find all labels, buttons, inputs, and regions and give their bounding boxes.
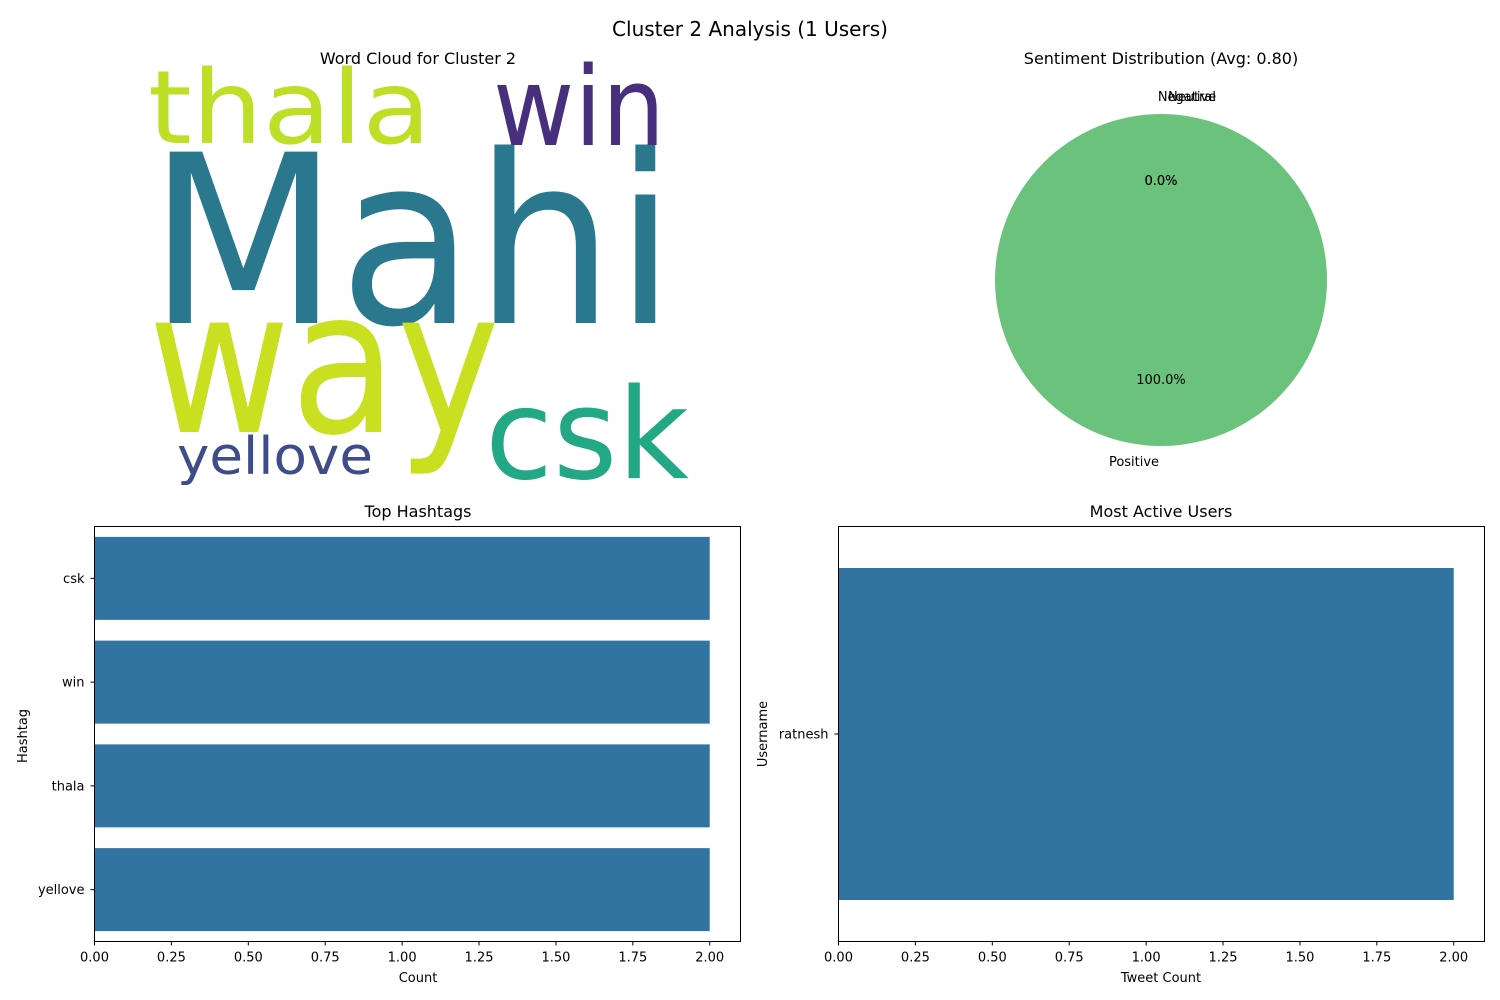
hashtag-ytick-label: csk: [63, 572, 85, 587]
hashtag-bar: [94, 536, 710, 620]
users-title: Most Active Users: [1090, 502, 1233, 521]
hashtags-xlabel: Count: [399, 971, 438, 986]
hashtag-ytick-label: thala: [52, 779, 85, 794]
pie-label-negative: Negative: [1158, 90, 1216, 105]
user-xtick-label: 1.75: [1362, 951, 1391, 966]
hashtag-xtick-label: 1.75: [618, 951, 647, 966]
hashtag-xtick-label: 1.25: [465, 951, 494, 966]
user-xtick-label: 1.00: [1132, 951, 1161, 966]
users-xlabel: Tweet Count: [1120, 971, 1201, 986]
user-ytick-label: ratnesh: [779, 728, 829, 743]
user-xtick-label: 2.00: [1439, 951, 1468, 966]
word-thala: thala: [148, 49, 431, 168]
hashtag-bar: [94, 848, 710, 932]
figure-title: Cluster 2 Analysis (1 Users): [612, 17, 888, 41]
hashtag-xtick-label: 0.75: [311, 951, 340, 966]
users-ylabel: Username: [756, 701, 771, 767]
wordcloud-title: Word Cloud for Cluster 2: [320, 49, 516, 68]
wordcloud-panel: Word Cloud for Cluster 2 Mahi way thala …: [148, 43, 689, 508]
pie-slice-positive: [995, 114, 1327, 446]
word-way: way: [148, 247, 500, 480]
hashtag-bar: [94, 640, 710, 724]
user-xtick-label: 1.50: [1285, 951, 1314, 966]
hashtags-title: Top Hashtags: [364, 502, 472, 521]
hashtag-ytick-label: yellove: [38, 883, 85, 898]
pie-label-neutral: Neutral: [1168, 90, 1216, 105]
users-panel: Most Active Users Tweet Count Username r…: [756, 502, 1485, 986]
hashtag-ytick-label: win: [62, 676, 84, 691]
word-yellove: yellove: [177, 427, 373, 487]
hashtag-xtick-label: 1.00: [388, 951, 417, 966]
user-xtick-label: 1.25: [1209, 951, 1238, 966]
hashtags-ylabel: Hashtag: [16, 709, 31, 763]
word-win: win: [493, 43, 665, 171]
pie-label-positive: Positive: [1109, 455, 1159, 470]
hashtag-xtick-label: 0.00: [80, 951, 109, 966]
hashtag-xtick-label: 2.00: [695, 951, 724, 966]
sentiment-title: Sentiment Distribution (Avg: 0.80): [1024, 49, 1298, 68]
user-xtick-label: 0.75: [1055, 951, 1084, 966]
hashtags-panel: Top Hashtags Count Hashtag csk win thala ye…: [16, 502, 741, 986]
hashtags-axes-frame: [94, 526, 741, 942]
word-csk: csk: [485, 361, 689, 508]
user-xtick-label: 0.00: [824, 951, 853, 966]
pie-pct-positive: 100.0%: [1136, 373, 1186, 388]
user-bar: [838, 568, 1454, 900]
user-xtick-label: 0.50: [978, 951, 1007, 966]
pie-pct-negative: 0.0%: [1144, 174, 1177, 189]
sentiment-panel: Sentiment Distribution (Avg: 0.80) Posit…: [995, 49, 1327, 470]
hashtag-xtick-label: 0.50: [234, 951, 263, 966]
pie-pct-neutral: 0.0%: [1144, 174, 1177, 189]
hashtag-xtick-label: 1.50: [541, 951, 570, 966]
hashtag-xtick-label: 0.25: [157, 951, 186, 966]
word-mahi: Mahi: [148, 106, 676, 379]
user-xtick-label: 0.25: [901, 951, 930, 966]
hashtag-bar: [94, 744, 710, 828]
